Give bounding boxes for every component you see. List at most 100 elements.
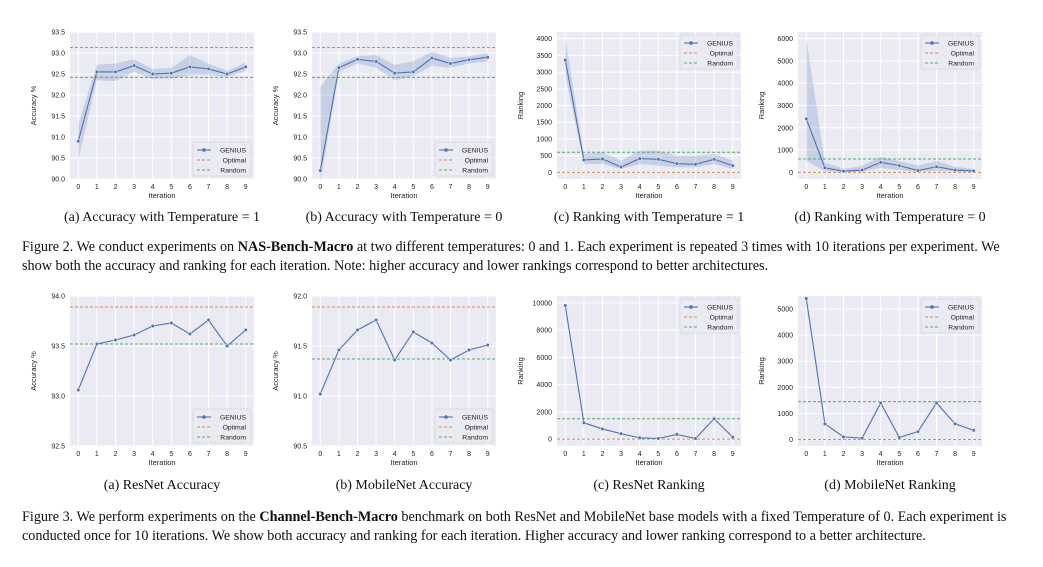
x-tick-label: 6 [188, 451, 192, 458]
y-tick-label: 90.5 [293, 444, 307, 451]
genius-point [897, 163, 902, 168]
x-tick-label: 1 [582, 184, 586, 191]
y-tick-label: 3500 [536, 53, 552, 60]
genius-point [656, 436, 661, 441]
y-tick-label: 4000 [536, 36, 552, 43]
y-tick-label: 5000 [777, 307, 793, 314]
legend-marker [202, 148, 206, 152]
y-tick-label: 94.0 [51, 294, 65, 301]
legend-label: GENIUS [707, 40, 734, 47]
genius-point [318, 168, 323, 173]
x-tick-label: 4 [151, 451, 155, 458]
genius-confidence-band [565, 38, 733, 169]
x-tick-label: 8 [953, 451, 957, 458]
x-tick-label: 2 [114, 451, 118, 458]
x-tick-label: 3 [374, 451, 378, 458]
x-tick-label: 4 [393, 451, 397, 458]
genius-point [467, 347, 472, 353]
y-tick-label: 0 [789, 437, 793, 444]
genius-series-line [319, 56, 488, 171]
x-tick-label: 5 [656, 451, 660, 458]
y-tick-label: 92.5 [51, 72, 65, 79]
x-tick-label: 6 [916, 451, 920, 458]
chart-f2c: 0 500 1000 1500 2000 2500 3000 3500 4000 0 1 2 3 4 5 6 7… [516, 32, 741, 200]
y-tick-label: 0 [548, 437, 552, 444]
x-axis-label: Iteration [635, 191, 662, 200]
x-tick-label: 2 [601, 451, 605, 458]
y-tick-label: 0 [548, 170, 552, 177]
genius-point [206, 66, 211, 72]
y-axis-label: Ranking [757, 92, 766, 120]
genius-point [693, 162, 698, 167]
x-tick-label: 9 [972, 184, 976, 191]
genius-point [674, 161, 679, 166]
genius-point [841, 169, 846, 174]
x-tick-label: 9 [486, 451, 490, 458]
genius-point [76, 139, 81, 144]
genius-point [150, 71, 155, 77]
genius-point [411, 69, 416, 74]
legend-marker [930, 41, 934, 45]
legend-label: Random [220, 434, 246, 441]
y-tick-label: 2000 [777, 385, 793, 392]
y-tick-label: 90.0 [293, 177, 307, 184]
x-tick-label: 8 [712, 451, 716, 458]
genius-point [619, 431, 624, 436]
y-axis-label: Accuracy % [271, 351, 280, 391]
genius-series-line [564, 305, 734, 440]
x-tick-label: 2 [356, 184, 360, 191]
x-tick-label: 4 [879, 451, 883, 458]
y-tick-label: 91.5 [293, 114, 307, 121]
genius-point [804, 296, 809, 301]
x-tick-label: 7 [207, 184, 211, 191]
legend-label: Optimal [465, 157, 489, 164]
caption-text: at two different temperatures: 0 and 1. … [22, 239, 1000, 274]
genius-point [581, 420, 586, 425]
y-tick-label: 91.5 [51, 114, 65, 121]
genius-point [730, 435, 735, 440]
x-tick-label: 4 [638, 184, 642, 191]
benchmark-name: NAS-Bench-Macro [237, 239, 354, 255]
y-tick-label: 3000 [777, 359, 793, 366]
y-tick-label: 500 [540, 153, 552, 160]
genius-series-line [319, 319, 488, 395]
x-tick-label: 6 [675, 451, 679, 458]
genius-point [318, 391, 323, 397]
x-tick-label: 8 [953, 184, 957, 191]
y-tick-label: 5000 [777, 58, 793, 65]
y-axis-label: Accuracy % [271, 85, 280, 125]
y-tick-label: 1000 [777, 148, 793, 155]
x-tick-label: 4 [393, 184, 397, 191]
y-tick-label: 93.5 [51, 30, 65, 37]
x-tick-label: 5 [897, 451, 901, 458]
legend-marker [444, 148, 448, 152]
x-tick-label: 8 [712, 184, 716, 191]
subcaption-f2a: (a) Accuracy with Temperature = 1 [64, 210, 260, 225]
legend-marker [930, 305, 934, 309]
y-tick-label: 93.0 [51, 51, 65, 58]
x-tick-label: 0 [804, 184, 808, 191]
y-axis-label: Ranking [516, 357, 525, 385]
chart-f3c: 0 2000 4000 6000 8000 10000 0 1 2 3 4 5 6 7 8 9 Iteratio… [516, 296, 741, 467]
x-tick-label: 4 [151, 184, 155, 191]
x-tick-label: 2 [842, 451, 846, 458]
legend-label: Optimal [465, 424, 489, 431]
x-tick-label: 0 [563, 451, 567, 458]
y-tick-label: 4000 [777, 81, 793, 88]
genius-point [822, 165, 827, 170]
y-axis-label: Ranking [757, 357, 766, 385]
y-tick-label: 93.5 [51, 344, 65, 351]
x-tick-label: 3 [374, 184, 378, 191]
x-tick-label: 2 [356, 451, 360, 458]
genius-point [971, 428, 976, 433]
x-tick-label: 9 [486, 184, 490, 191]
legend-label: Random [462, 434, 488, 441]
genius-point [374, 317, 379, 323]
genius-point [169, 320, 174, 326]
x-tick-label: 1 [823, 451, 827, 458]
y-axis-label: Ranking [516, 92, 525, 120]
y-tick-label: 90.5 [293, 156, 307, 163]
genius-point [878, 400, 883, 406]
y-tick-label: 92.5 [51, 444, 65, 451]
genius-point [674, 432, 679, 437]
